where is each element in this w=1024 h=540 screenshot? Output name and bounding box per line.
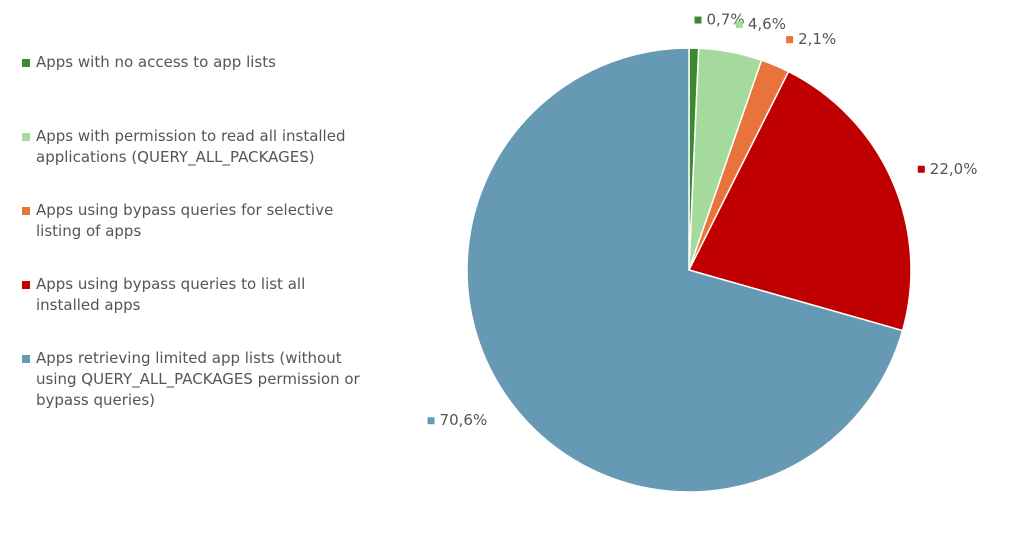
pie-slice [687,70,912,332]
legend-item: Apps retrieving limited app lists (witho… [22,348,362,422]
legend-label: Apps retrieving limited app lists (witho… [36,349,360,409]
label-marker [694,16,702,24]
legend-swatch [22,133,30,141]
legend: Apps with no access to app lists Apps wit… [22,52,362,422]
legend-label: Apps with permission to read all install… [36,127,346,166]
legend-item: Apps with permission to read all install… [22,126,362,200]
legend-label: Apps using bypass queries for selective … [36,201,334,240]
legend-item: Apps using bypass queries to list all in… [22,274,362,348]
label-marker [786,36,794,44]
label-marker [427,417,435,425]
data-label: 70,6% [440,411,488,429]
legend-label: Apps using bypass queries to list all in… [36,275,306,314]
data-label: 2,1% [798,30,836,48]
label-marker [917,165,925,173]
legend-swatch [22,59,30,67]
legend-label: Apps with no access to app lists [36,53,276,71]
pie-slice [466,47,904,493]
legend-item: Apps using bypass queries for selective … [22,200,362,274]
data-label: 4,6% [748,15,786,33]
legend-item: Apps with no access to app lists [22,52,362,126]
data-label: 22,0% [930,160,978,178]
legend-swatch [22,207,30,215]
legend-swatch [22,355,30,363]
legend-swatch [22,281,30,289]
data-label: 0,7% [706,11,744,29]
label-marker [735,20,743,28]
